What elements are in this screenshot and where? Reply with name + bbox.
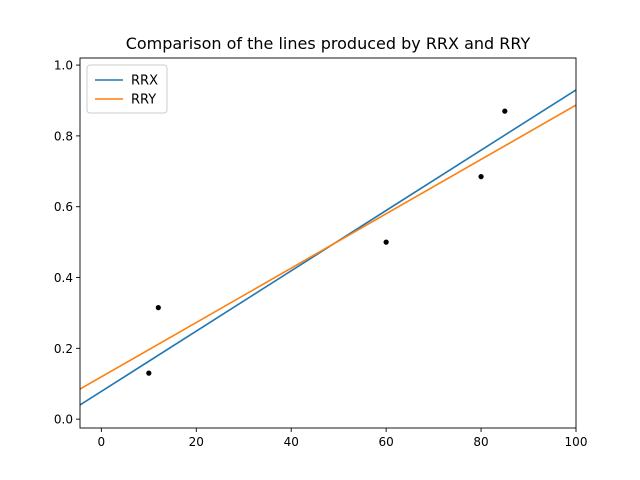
y-tick-label: 0.2 bbox=[54, 342, 73, 356]
legend-label-rrx: RRX bbox=[131, 74, 158, 89]
scatter-point bbox=[146, 370, 152, 376]
scatter-point bbox=[502, 108, 508, 114]
x-tick-label: 80 bbox=[473, 435, 488, 449]
axes: 0 20 40 60 80 100 0.0 0.2 0.4 0.6 0.8 1.0 bbox=[54, 57, 588, 449]
y-tick-label: 1.0 bbox=[54, 59, 73, 73]
legend-label-rry: RRY bbox=[131, 93, 156, 108]
y-tick-label: 0.8 bbox=[54, 129, 73, 143]
x-tick-label: 60 bbox=[379, 435, 394, 449]
series-line-rry bbox=[80, 104, 576, 390]
plot-frame bbox=[79, 57, 577, 429]
legend-box bbox=[86, 64, 168, 114]
y-tick-label: 0.4 bbox=[54, 271, 73, 285]
scatter-point bbox=[155, 305, 161, 311]
x-tick-label: 20 bbox=[189, 435, 204, 449]
y-tick-label: 0.6 bbox=[54, 200, 73, 214]
y-tick-label: 0.0 bbox=[54, 413, 73, 427]
x-tick-label: 0 bbox=[98, 435, 106, 449]
x-tick-label: 40 bbox=[284, 435, 299, 449]
plot-area bbox=[80, 89, 576, 406]
scatter-point bbox=[383, 239, 389, 245]
x-tick-label: 100 bbox=[565, 435, 588, 449]
chart-title: Comparison of the lines produced by RRX … bbox=[126, 34, 531, 53]
legend: RRX RRY bbox=[86, 64, 168, 114]
scatter-point bbox=[478, 174, 484, 180]
